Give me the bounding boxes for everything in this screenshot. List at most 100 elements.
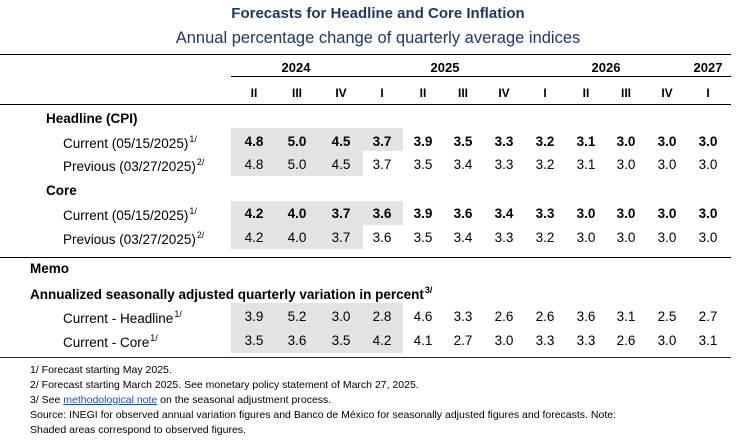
table-cell: 3.0 xyxy=(494,333,514,348)
table-cell: 4.6 xyxy=(413,309,433,324)
table-cell: 5.0 xyxy=(287,157,307,172)
table-cell: 3.0 xyxy=(698,134,718,149)
table-cell: 3.1 xyxy=(576,157,596,172)
quarter-header: I xyxy=(706,86,710,100)
table-cell: 4.0 xyxy=(287,206,307,221)
table-cell: 4.0 xyxy=(287,230,307,245)
table-cell: 3.6 xyxy=(287,333,307,348)
table-cell: 3.3 xyxy=(494,134,514,149)
table-cell: 3.0 xyxy=(616,157,636,172)
table-cell: 3.4 xyxy=(494,206,514,221)
shade-headline-prev-observed xyxy=(231,151,363,176)
table-cell: 3.1 xyxy=(576,134,596,149)
table-bottom-rule xyxy=(0,357,731,358)
table-cell: 3.9 xyxy=(413,206,433,221)
table-cell: 4.5 xyxy=(331,134,351,149)
table-cell: 4.5 xyxy=(331,157,351,172)
year-rule-2025 xyxy=(365,76,525,77)
table-cell: 2.6 xyxy=(494,309,514,324)
table-cell: 3.3 xyxy=(453,309,473,324)
year-rule-2027 xyxy=(685,76,731,77)
row-label-core-previous: Previous (03/27/2025)2/ xyxy=(63,230,205,247)
table-top-rule xyxy=(0,54,731,55)
table-cell: 2.7 xyxy=(453,333,473,348)
table-cell: 2.6 xyxy=(616,333,636,348)
section-memo: Memo xyxy=(30,261,70,276)
table-cell: 2.5 xyxy=(657,309,677,324)
table-cell: 4.8 xyxy=(244,134,264,149)
footnote-2: 2/ Forecast starting March 2025. See mon… xyxy=(30,379,419,391)
table-cell: 3.0 xyxy=(616,230,636,245)
footnote-3: 3/ See methodological note on the season… xyxy=(30,394,332,406)
page-title: Forecasts for Headline and Core Inflatio… xyxy=(231,5,525,22)
table-cell: 3.0 xyxy=(698,206,718,221)
quarter-header: I xyxy=(380,86,384,100)
table-cell: 4.2 xyxy=(244,206,264,221)
year-2027: 2027 xyxy=(693,60,723,75)
table-cell: 3.6 xyxy=(372,230,392,245)
table-cell: 5.0 xyxy=(287,134,307,149)
table-cell: 3.7 xyxy=(331,206,351,221)
section-core: Core xyxy=(46,183,77,198)
table-cell: 3.7 xyxy=(331,230,351,245)
table-cell: 3.0 xyxy=(576,230,596,245)
quarter-header: IV xyxy=(661,86,673,100)
table-cell: 3.6 xyxy=(576,309,596,324)
table-cell: 3.2 xyxy=(535,157,555,172)
table-cell: 5.2 xyxy=(287,309,307,324)
table-cell: 3.6 xyxy=(453,206,473,221)
table-cell: 2.6 xyxy=(535,309,555,324)
table-cell: 3.9 xyxy=(244,309,264,324)
quarter-header: II xyxy=(419,86,427,100)
quarter-header: I xyxy=(543,86,547,100)
quarter-header: III xyxy=(620,86,631,100)
table-cell: 3.3 xyxy=(494,230,514,245)
table-cell: 2.7 xyxy=(698,309,718,324)
footnote-shaded: Shaded areas correspond to observed figu… xyxy=(30,424,246,436)
table-cell: 3.0 xyxy=(616,206,636,221)
table-cell: 3.0 xyxy=(698,157,718,172)
table-cell: 3.5 xyxy=(413,157,433,172)
table-cell: 3.3 xyxy=(535,206,555,221)
quarter-header: II xyxy=(250,86,258,100)
quarter-header: IV xyxy=(335,86,347,100)
table-cell: 3.6 xyxy=(372,206,392,221)
shade-headline-observed xyxy=(231,128,403,151)
table-cell: 3.0 xyxy=(616,134,636,149)
table-cell: 3.3 xyxy=(576,333,596,348)
methodological-note-link[interactable]: methodological note xyxy=(63,394,158,406)
table-cell: 3.0 xyxy=(698,230,718,245)
table-cell: 3.2 xyxy=(535,230,555,245)
table-cell: 3.0 xyxy=(657,134,677,149)
table-cell: 3.0 xyxy=(657,230,677,245)
table-cell: 3.5 xyxy=(413,230,433,245)
year-rule-2026 xyxy=(525,76,685,77)
year-2025: 2025 xyxy=(430,60,460,75)
table-cell: 4.2 xyxy=(372,333,392,348)
quarter-header: IV xyxy=(498,86,510,100)
year-2026: 2026 xyxy=(591,60,621,75)
table-cell: 3.5 xyxy=(331,333,351,348)
table-cell: 3.0 xyxy=(331,309,351,324)
row-label-memo-headline: Current - Headline1/ xyxy=(63,309,182,326)
year-2024: 2024 xyxy=(281,60,311,75)
table-cell: 3.9 xyxy=(413,134,433,149)
table-cell: 4.2 xyxy=(244,230,264,245)
table-cell: 3.0 xyxy=(657,206,677,221)
memo-subtitle: Annualized seasonally adjusted quarterly… xyxy=(30,285,433,302)
table-cell: 4.8 xyxy=(244,157,264,172)
row-label-memo-core: Current - Core1/ xyxy=(63,333,158,350)
table-cell: 3.1 xyxy=(698,333,718,348)
quarter-header: III xyxy=(291,86,302,100)
table-cell: 2.8 xyxy=(372,309,392,324)
page-subtitle: Annual percentage change of quarterly av… xyxy=(175,29,581,47)
table-cell: 3.2 xyxy=(535,134,555,149)
table-cell: 3.7 xyxy=(372,157,392,172)
section-headline: Headline (CPI) xyxy=(46,111,138,126)
table-cell: 3.0 xyxy=(657,157,677,172)
quarter-header: III xyxy=(457,86,468,100)
shade-core-observed xyxy=(231,201,403,225)
memo-rule xyxy=(0,257,731,258)
table-cell: 4.1 xyxy=(413,333,433,348)
shade-memo-observed xyxy=(231,303,403,353)
